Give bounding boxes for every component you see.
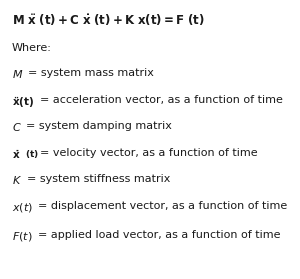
Text: = acceleration vector, as a function of time: = acceleration vector, as a function of … [40, 95, 284, 105]
Text: $\mathit{x(t)}$: $\mathit{x(t)}$ [12, 201, 33, 215]
Text: $\mathit{K}$: $\mathit{K}$ [12, 174, 22, 186]
Text: $\mathbf{\dot{x}}$: $\mathbf{\dot{x}}$ [12, 148, 20, 160]
Text: = system mass matrix: = system mass matrix [28, 68, 154, 78]
Text: $\mathbf{M}\ \mathbf{\ddot{x}}\ \mathbf{(t) + C\ \dot{x}\ (t) + K\ x(t) = F\ (t): $\mathbf{M}\ \mathbf{\ddot{x}}\ \mathbf{… [12, 13, 205, 28]
Text: $\mathbf{\ddot{x}(t)}$: $\mathbf{\ddot{x}(t)}$ [12, 95, 34, 109]
Text: = applied load vector, as a function of time: = applied load vector, as a function of … [38, 230, 280, 240]
Text: $\mathbf{(t)}$: $\mathbf{(t)}$ [26, 148, 39, 160]
Text: $\mathit{C}$: $\mathit{C}$ [12, 121, 22, 133]
Text: = system stiffness matrix: = system stiffness matrix [27, 174, 170, 184]
Text: = displacement vector, as a function of time: = displacement vector, as a function of … [38, 201, 287, 211]
Text: = velocity vector, as a function of time: = velocity vector, as a function of time [40, 148, 258, 158]
Text: = system damping matrix: = system damping matrix [26, 121, 172, 131]
Text: $\mathit{M}$: $\mathit{M}$ [12, 68, 23, 80]
Text: $\mathit{F(t)}$: $\mathit{F(t)}$ [12, 230, 32, 243]
Text: Where:: Where: [12, 43, 52, 53]
